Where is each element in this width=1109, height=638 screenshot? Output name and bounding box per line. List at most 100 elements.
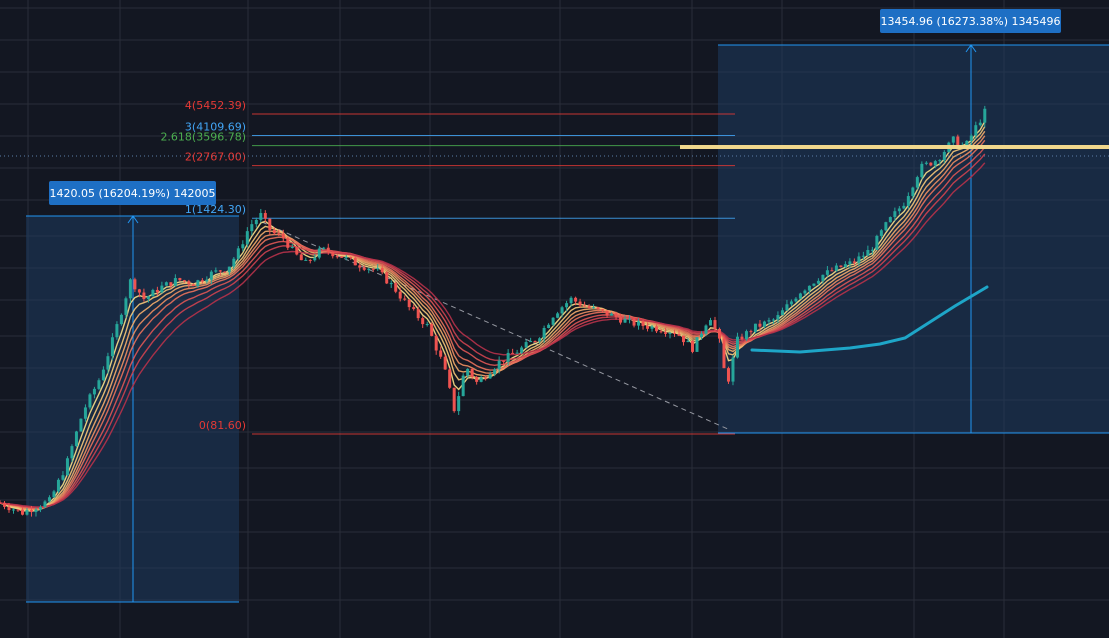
candle-body-69 <box>308 259 312 261</box>
candle-body-179 <box>803 290 807 294</box>
candle-body-90 <box>403 298 407 300</box>
candle-body-166 <box>744 331 748 340</box>
candle-body-185 <box>830 270 834 272</box>
candle-body-158 <box>708 320 712 326</box>
candle-body-137 <box>614 313 618 318</box>
ema-ribbon-line-2 <box>0 130 986 511</box>
candle-body-196 <box>879 230 883 236</box>
candle-body-40 <box>178 278 182 281</box>
measure-box-1[interactable] <box>26 215 239 603</box>
candle-body-7 <box>29 510 33 513</box>
long-ma-line <box>750 285 989 354</box>
candle-body-102 <box>457 396 461 412</box>
candle-body-168 <box>753 323 757 332</box>
candle-body-178 <box>798 293 802 299</box>
candle-body-100 <box>448 369 452 388</box>
candle-body-37 <box>164 282 168 286</box>
candle-body-145 <box>650 326 654 329</box>
measure-badges: 1420.05 (16204.19%) 142005 13454.96 (1627… <box>49 9 1061 205</box>
candle-body-21 <box>92 388 96 395</box>
candle-body-59 <box>263 213 267 219</box>
candle-body-42 <box>187 281 191 285</box>
candle-body-153 <box>686 340 690 343</box>
measure-badge-2-bg <box>880 9 1061 33</box>
ema-ribbon-line-1 <box>0 126 986 512</box>
candle-body-78 <box>349 256 353 258</box>
candle-body-19 <box>83 407 87 419</box>
candle-body-147 <box>659 331 663 333</box>
candle-body-131 <box>587 306 591 308</box>
candle-body-63 <box>281 233 285 239</box>
candle-body-171 <box>767 320 771 322</box>
trend-line[interactable] <box>261 221 731 431</box>
candle-body-142 <box>637 321 641 326</box>
candle-body-186 <box>834 265 838 271</box>
candle-body-191 <box>857 256 861 263</box>
candle-body-148 <box>664 332 668 334</box>
candle-body-177 <box>794 298 798 302</box>
candle-body-213 <box>956 136 960 146</box>
candle-body-20 <box>88 394 92 408</box>
candle-body-112 <box>502 360 506 362</box>
candle-body-5 <box>20 509 24 515</box>
candle-body-117 <box>524 342 528 348</box>
candle-body-139 <box>623 318 627 323</box>
candle-body-41 <box>182 280 186 282</box>
candle-body-54 <box>241 244 245 249</box>
candle-body-122 <box>547 324 551 328</box>
fib-level-label-2: 2.618(3596.78) <box>160 131 246 144</box>
candle-body-97 <box>434 335 438 351</box>
candle-body-94 <box>421 318 425 325</box>
candle-body-67 <box>299 254 303 261</box>
candle-body-215 <box>965 140 969 146</box>
candle-body-39 <box>173 278 177 286</box>
candle-body-44 <box>196 280 200 287</box>
candle-body-195 <box>875 235 879 250</box>
candle-body-170 <box>762 321 766 327</box>
candle-body-176 <box>789 301 793 305</box>
candle-body-164 <box>735 336 739 358</box>
candle-body-160 <box>717 328 721 339</box>
candle-body-73 <box>326 247 330 253</box>
candle-body-23 <box>101 369 105 381</box>
ema-ribbon-line-7 <box>0 162 986 508</box>
candle-body-65 <box>290 247 294 249</box>
candle-body-74 <box>331 252 335 257</box>
candle-body-18 <box>79 418 83 432</box>
measure-1-arrow-head <box>127 215 139 224</box>
candle-body-49 <box>218 270 222 272</box>
candle-body-1 <box>2 503 6 507</box>
candle-body-38 <box>169 282 173 286</box>
candle-body-194 <box>870 249 874 251</box>
candle-body-175 <box>785 304 789 311</box>
candle-body-52 <box>232 258 236 267</box>
candle-body-6 <box>25 510 29 515</box>
candle-body-50 <box>223 271 227 273</box>
candle-body-173 <box>776 315 780 320</box>
ema-ribbon <box>0 120 986 512</box>
candle-body-64 <box>286 238 290 248</box>
measure-badge-2-label: 13454.96 (16273.38%) 1345496 <box>881 15 1061 28</box>
candle-body-198 <box>888 217 892 223</box>
candle-body-182 <box>816 280 820 284</box>
candle-body-79 <box>353 257 357 266</box>
candle-body-101 <box>452 387 456 412</box>
candle-body-218 <box>978 122 982 126</box>
candle-body-115 <box>515 352 519 354</box>
candle-body-45 <box>200 280 204 282</box>
candle-body-53 <box>236 248 240 259</box>
candle-body-134 <box>601 309 605 311</box>
candle-body-28 <box>124 298 128 315</box>
candle-body-136 <box>610 313 614 316</box>
candle-body-207 <box>929 162 933 166</box>
candle-body-201 <box>902 205 906 209</box>
candle-body-152 <box>682 335 686 343</box>
candle-body-107 <box>479 377 483 382</box>
ema-ribbon-line-4 <box>0 139 986 510</box>
fib-extension[interactable]: 4(5452.39) 3(4109.69)2.618(3596.78) 2(2767… <box>160 99 735 435</box>
candle-body-83 <box>371 268 375 270</box>
candle-body-68 <box>304 259 308 261</box>
candle-body-161 <box>722 338 726 369</box>
candle-body-106 <box>475 376 479 382</box>
